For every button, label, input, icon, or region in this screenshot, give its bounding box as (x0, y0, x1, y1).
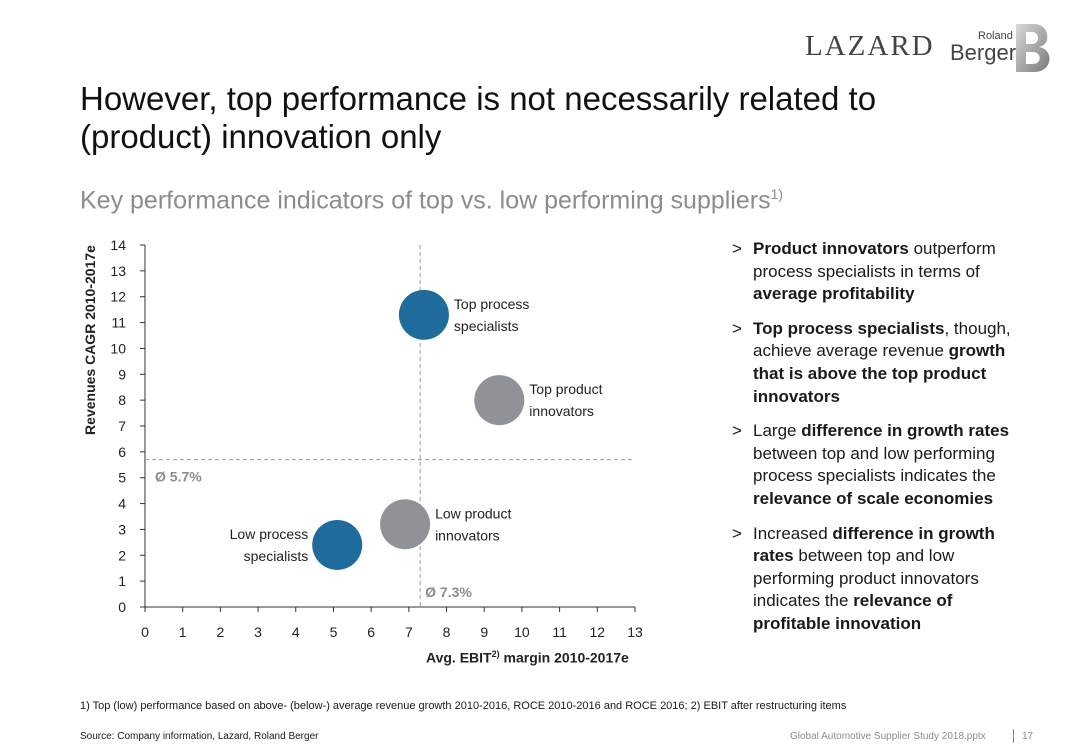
chart-subtitle: Key performance indicators of top vs. lo… (80, 186, 784, 215)
y-tick-label: 11 (111, 315, 126, 331)
x-tick-label: 12 (590, 624, 606, 640)
subtitle-footnote-marker: 1) (770, 186, 784, 202)
roland-berger-logo-small-text: Roland (978, 30, 1013, 42)
bubble-label: specialists (454, 318, 519, 334)
bullet-marker: > (732, 421, 742, 441)
x-tick-label: 13 (627, 624, 643, 640)
bubble-point (398, 289, 449, 340)
y-tick-label: 10 (110, 340, 126, 356)
bullet-item: > Increased difference in growth rates be… (732, 523, 1032, 636)
x-tick-label: 5 (330, 624, 338, 640)
roland-berger-logo-text: Berger (950, 40, 1017, 65)
bullet-text: between top and low performing product i… (753, 546, 979, 611)
page-number-separator (1013, 729, 1014, 743)
avg-y-label: Ø 5.7% (155, 469, 202, 485)
bullet-emphasis-text: average profitability (753, 284, 915, 304)
bullet-emphasis-text: Top process specialists (753, 318, 945, 338)
bullet-text: between top and low performing process s… (753, 443, 996, 486)
bullet-item: > Top process specialists, though, achiev… (732, 318, 1032, 408)
bullet-emphasis-text: Product innovators (753, 239, 909, 258)
y-tick-label: 7 (118, 418, 126, 434)
x-tick-label: 9 (480, 624, 488, 640)
x-tick-label: 0 (141, 624, 149, 640)
bubble-label: Low process (230, 526, 309, 542)
y-tick-label: 14 (110, 237, 126, 253)
roland-berger-b-icon (1016, 24, 1050, 72)
avg-x-label: Ø 7.3% (425, 584, 472, 600)
bullet-item: > Product innovators outperform process s… (732, 238, 1032, 306)
x-tick-label: 8 (443, 624, 451, 640)
bubble-label: specialists (244, 548, 309, 564)
bullet-text: , though, achieve average revenue (753, 318, 1011, 361)
bullet-marker: > (732, 523, 742, 543)
x-tick-label: 2 (216, 624, 224, 640)
x-tick-label: 7 (405, 624, 413, 640)
bubble-label: Low product (435, 505, 511, 521)
bubble-label: innovators (435, 527, 500, 543)
y-tick-label: 12 (110, 289, 126, 305)
file-name: Global Automotive Supplier Study 2018.pp… (790, 731, 986, 742)
bullet-marker: > (732, 239, 742, 258)
x-axis-label: Avg. EBIT2) margin 2010-2017e (426, 649, 629, 666)
x-tick-label: 6 (367, 624, 375, 640)
x-tick-label: 3 (254, 624, 262, 640)
x-tick-label: 11 (552, 624, 567, 640)
page-title: However, top performance is not necessar… (80, 80, 877, 155)
bubble-point (380, 499, 431, 550)
bullet-emphasis-text: relevance of profitable innovation (753, 591, 953, 633)
y-tick-label: 13 (110, 263, 126, 279)
y-tick-label: 9 (118, 366, 126, 382)
x-tick-label: 1 (179, 624, 187, 640)
bullet-emphasis-text: difference in growth rates (753, 523, 995, 566)
y-tick-label: 6 (118, 444, 126, 460)
bullet-text: Large (753, 421, 802, 441)
bubble-label: Top process (454, 296, 529, 312)
bullet-marker: > (732, 318, 742, 338)
x-tick-label: 10 (514, 624, 530, 640)
bullet-text: outperform process specialists in terms … (753, 239, 996, 281)
page-number: 17 (1022, 731, 1034, 742)
bubble-point (312, 519, 363, 570)
bullet-text: Increased (753, 523, 833, 543)
bubble-label: innovators (529, 403, 594, 419)
y-tick-label: 2 (118, 547, 126, 563)
key-takeaways: > Product innovators outperform process s… (732, 238, 1032, 648)
bullet-emphasis-text: growth that is above the top product inn… (753, 341, 1006, 406)
y-tick-label: 3 (118, 521, 126, 537)
y-tick-label: 5 (118, 470, 126, 486)
y-tick-label: 8 (118, 392, 126, 408)
bullet-emphasis-text: difference in growth rates (801, 421, 1010, 441)
y-tick-label: 0 (118, 599, 126, 615)
bullet-item: > Large difference in growth rates betwee… (732, 420, 1032, 510)
y-tick-label: 4 (118, 496, 126, 512)
bullet-emphasis-text: relevance of scale economies (753, 488, 994, 508)
bubble-point (474, 375, 525, 426)
lazard-logo: LAZARD (805, 30, 935, 62)
source-note: Source: Company information, Lazard, Rol… (80, 731, 319, 742)
footnote: 1) Top (low) performance based on above-… (80, 700, 847, 712)
y-tick-label: 1 (118, 573, 126, 589)
x-tick-label: 4 (292, 624, 300, 640)
bubble-label: Top product (529, 381, 602, 397)
